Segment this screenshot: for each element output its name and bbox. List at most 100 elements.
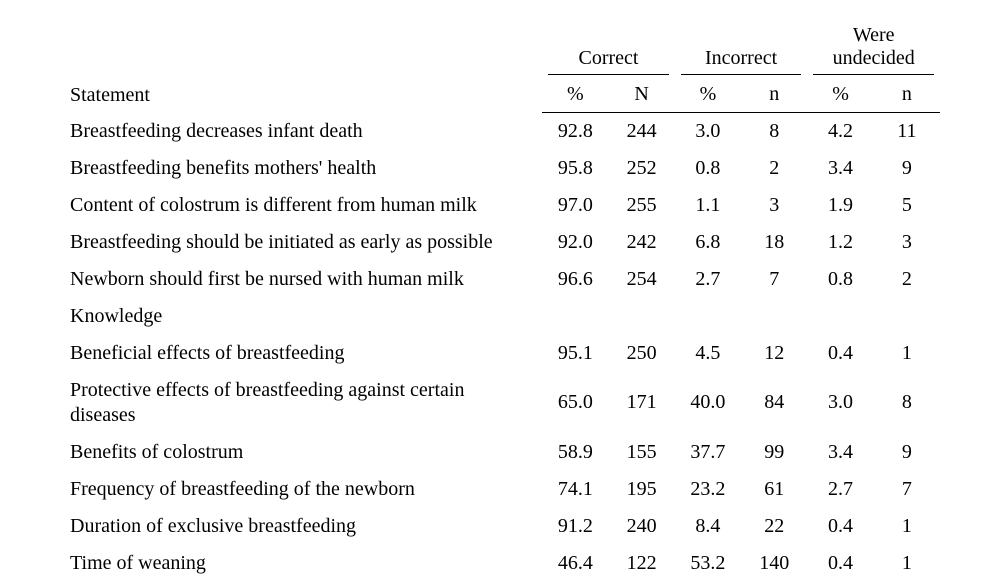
col-group-correct: Correct: [542, 20, 675, 74]
value-cell: 3.4: [807, 150, 873, 187]
value-cell: 2.7: [675, 261, 741, 298]
value-cell: 61: [741, 471, 807, 508]
col-header-statement: Statement: [60, 20, 542, 113]
sub-undecided-n: n: [874, 75, 940, 113]
value-cell: 2.7: [807, 471, 873, 508]
value-cell: 12: [741, 335, 807, 372]
value-cell: 7: [741, 261, 807, 298]
value-cell: 92.8: [542, 113, 608, 150]
value-cell: [542, 298, 608, 335]
value-cell: 95.8: [542, 150, 608, 187]
value-cell: 7: [874, 471, 940, 508]
value-cell: 8: [874, 372, 940, 434]
value-cell: 46.4: [542, 545, 608, 582]
table-row: Protective effects of breastfeeding agai…: [60, 372, 940, 434]
value-cell: 0.4: [807, 545, 873, 582]
value-cell: 4.5: [675, 335, 741, 372]
value-cell: 40.0: [675, 372, 741, 434]
value-cell: 8: [741, 113, 807, 150]
value-cell: 65.0: [542, 372, 608, 434]
value-cell: 4.2: [807, 113, 873, 150]
table-body: Breastfeeding decreases infant death92.8…: [60, 113, 940, 582]
table-row: Breastfeeding decreases infant death92.8…: [60, 113, 940, 150]
value-cell: 95.1: [542, 335, 608, 372]
statement-cell: Breastfeeding should be initiated as ear…: [60, 224, 542, 261]
statement-cell: Newborn should first be nursed with huma…: [60, 261, 542, 298]
value-cell: 96.6: [542, 261, 608, 298]
statement-cell: Knowledge: [60, 298, 542, 335]
value-cell: 0.8: [675, 150, 741, 187]
value-cell: 11: [874, 113, 940, 150]
col-group-correct-label: Correct: [572, 47, 644, 70]
value-cell: 99: [741, 434, 807, 471]
value-cell: 1.2: [807, 224, 873, 261]
value-cell: 0.4: [807, 335, 873, 372]
statement-cell: Protective effects of breastfeeding agai…: [60, 372, 542, 434]
col-group-incorrect-label: Incorrect: [699, 47, 783, 70]
value-cell: 37.7: [675, 434, 741, 471]
table-head: Statement Correct Incorrect Were undecid…: [60, 20, 940, 113]
table-row: Time of weaning46.412253.21400.41: [60, 545, 940, 582]
statement-cell: Breastfeeding benefits mothers' health: [60, 150, 542, 187]
value-cell: 9: [874, 150, 940, 187]
header-row-groups: Statement Correct Incorrect Were undecid…: [60, 20, 940, 74]
knowledge-table: Statement Correct Incorrect Were undecid…: [60, 20, 940, 582]
value-cell: 244: [608, 113, 674, 150]
value-cell: 9: [874, 434, 940, 471]
value-cell: 2: [874, 261, 940, 298]
value-cell: 84: [741, 372, 807, 434]
value-cell: 23.2: [675, 471, 741, 508]
value-cell: 6.8: [675, 224, 741, 261]
statement-cell: Content of colostrum is different from h…: [60, 187, 542, 224]
value-cell: 2: [741, 150, 807, 187]
col-group-incorrect: Incorrect: [675, 20, 808, 74]
value-cell: [608, 298, 674, 335]
value-cell: 3.4: [807, 434, 873, 471]
table-row: Frequency of breastfeeding of the newbor…: [60, 471, 940, 508]
value-cell: 5: [874, 187, 940, 224]
table-row: Benefits of colostrum58.915537.7993.49: [60, 434, 940, 471]
value-cell: 3.0: [807, 372, 873, 434]
statement-cell: Frequency of breastfeeding of the newbor…: [60, 471, 542, 508]
value-cell: 97.0: [542, 187, 608, 224]
value-cell: 1.1: [675, 187, 741, 224]
value-cell: 195: [608, 471, 674, 508]
value-cell: [741, 298, 807, 335]
statement-cell: Benefits of colostrum: [60, 434, 542, 471]
value-cell: 255: [608, 187, 674, 224]
value-cell: 1: [874, 335, 940, 372]
sub-incorrect-n: n: [741, 75, 807, 113]
value-cell: 1.9: [807, 187, 873, 224]
value-cell: 18: [741, 224, 807, 261]
value-cell: [874, 298, 940, 335]
value-cell: [807, 298, 873, 335]
sub-correct-pct: %: [542, 75, 608, 113]
table-row: Beneficial effects of breastfeeding95.12…: [60, 335, 940, 372]
value-cell: 3: [874, 224, 940, 261]
value-cell: [675, 298, 741, 335]
value-cell: 242: [608, 224, 674, 261]
value-cell: 250: [608, 335, 674, 372]
statement-cell: Breastfeeding decreases infant death: [60, 113, 542, 150]
value-cell: 58.9: [542, 434, 608, 471]
sub-undecided-pct: %: [807, 75, 873, 113]
value-cell: 0.8: [807, 261, 873, 298]
value-cell: 155: [608, 434, 674, 471]
value-cell: 171: [608, 372, 674, 434]
value-cell: 3.0: [675, 113, 741, 150]
table-row: Breastfeeding benefits mothers' health95…: [60, 150, 940, 187]
value-cell: 92.0: [542, 224, 608, 261]
sub-correct-n: N: [608, 75, 674, 113]
page-root: Statement Correct Incorrect Were undecid…: [0, 0, 1000, 539]
value-cell: 254: [608, 261, 674, 298]
table-row: Content of colostrum is different from h…: [60, 187, 940, 224]
table-row: Breastfeeding should be initiated as ear…: [60, 224, 940, 261]
value-cell: 3: [741, 187, 807, 224]
sub-incorrect-pct: %: [675, 75, 741, 113]
statement-cell: Time of weaning: [60, 545, 542, 582]
statement-cell: Beneficial effects of breastfeeding: [60, 335, 542, 372]
table-row: Newborn should first be nursed with huma…: [60, 261, 940, 298]
value-cell: 53.2: [675, 545, 741, 582]
table-row: Knowledge: [60, 298, 940, 335]
col-group-undecided-label: Were undecided: [807, 24, 940, 70]
